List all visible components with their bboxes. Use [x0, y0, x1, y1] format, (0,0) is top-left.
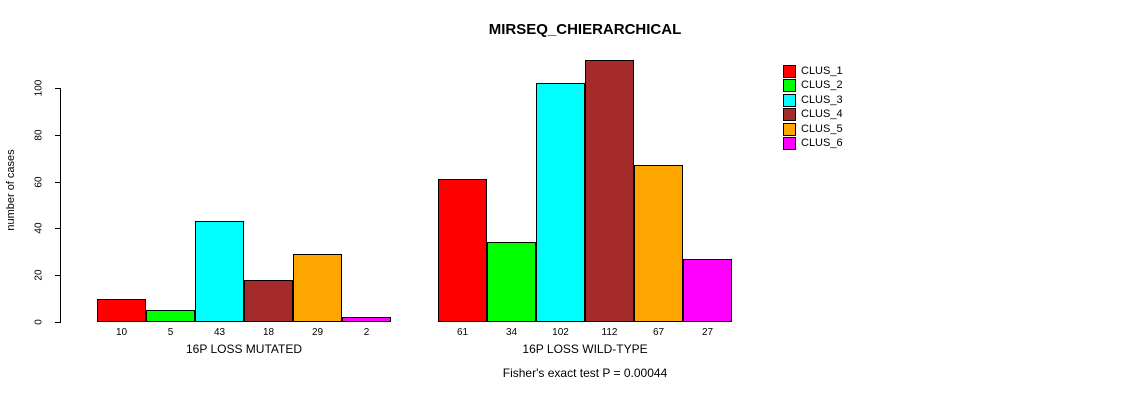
- bar-clus_3-group1: [195, 221, 244, 322]
- bar-clus_5-group1: [293, 254, 342, 322]
- bar-value-label: 2: [363, 327, 370, 338]
- bar-value-label: 34: [505, 327, 518, 338]
- legend-entry-clus_3: CLUS_3: [783, 94, 843, 107]
- legend-entry-clus_1: CLUS_1: [783, 65, 843, 78]
- y-tick-mark: [55, 322, 61, 323]
- bar-clus_2-group1: [146, 310, 195, 322]
- bar-value-label: 5: [167, 327, 174, 338]
- legend-label: CLUS_5: [801, 123, 843, 135]
- bar-value-label: 10: [115, 327, 128, 338]
- bar-value-label: 29: [311, 327, 324, 338]
- bar-clus_1-group2: [438, 179, 487, 322]
- legend-color-swatch: [783, 65, 796, 78]
- legend-label: CLUS_2: [801, 79, 843, 91]
- y-tick-label: 20: [33, 269, 45, 281]
- bar-value-label: 27: [701, 327, 714, 338]
- y-axis-title: number of cases: [5, 149, 17, 231]
- y-tick-label: 100: [33, 79, 45, 97]
- y-tick-mark: [55, 228, 61, 229]
- bar-value-label: 18: [262, 327, 275, 338]
- legend-label: CLUS_1: [801, 65, 843, 77]
- bar-clus_6-group1: [342, 317, 391, 322]
- legend-color-swatch: [783, 79, 796, 92]
- y-tick-label: 60: [33, 176, 45, 188]
- legend-color-swatch: [783, 137, 796, 150]
- fisher-test-annotation: Fisher's exact test P = 0.00044: [502, 366, 668, 380]
- bar-value-label: 102: [552, 327, 569, 338]
- y-tick-label: 40: [33, 222, 45, 234]
- bar-value-label: 43: [213, 327, 226, 338]
- bar-clus_3-group2: [536, 83, 585, 322]
- bar-clus_6-group2: [683, 259, 732, 322]
- bar-value-label: 61: [456, 327, 469, 338]
- y-tick-mark: [55, 182, 61, 183]
- y-tick-mark: [55, 135, 61, 136]
- y-axis-line: [60, 88, 61, 323]
- y-tick-label: 80: [33, 129, 45, 141]
- legend-color-swatch: [783, 123, 796, 136]
- legend-entry-clus_5: CLUS_5: [783, 123, 843, 136]
- legend-color-swatch: [783, 94, 796, 107]
- bar-clus_4-group1: [244, 280, 293, 322]
- legend-entry-clus_6: CLUS_6: [783, 137, 843, 150]
- y-tick-mark: [55, 275, 61, 276]
- group-label-mutated: 16P LOSS MUTATED: [185, 342, 303, 356]
- bar-clus_4-group2: [585, 60, 634, 322]
- legend-label: CLUS_3: [801, 94, 843, 106]
- bar-clus_5-group2: [634, 165, 683, 322]
- group-label-wild-type: 16P LOSS WILD-TYPE: [522, 342, 648, 356]
- bar-value-label: 67: [652, 327, 665, 338]
- y-tick-mark: [55, 88, 61, 89]
- legend-color-swatch: [783, 108, 796, 121]
- legend-label: CLUS_4: [801, 108, 843, 120]
- legend-entry-clus_4: CLUS_4: [783, 108, 843, 121]
- legend-entry-clus_2: CLUS_2: [783, 79, 843, 92]
- y-tick-label: 0: [33, 319, 45, 325]
- legend-label: CLUS_6: [801, 137, 843, 149]
- bar-clus_2-group2: [487, 242, 536, 322]
- bar-value-label: 112: [601, 327, 618, 338]
- chart-title: MIRSEQ_CHIERARCHICAL: [488, 21, 682, 38]
- bar-clus_1-group1: [97, 299, 146, 322]
